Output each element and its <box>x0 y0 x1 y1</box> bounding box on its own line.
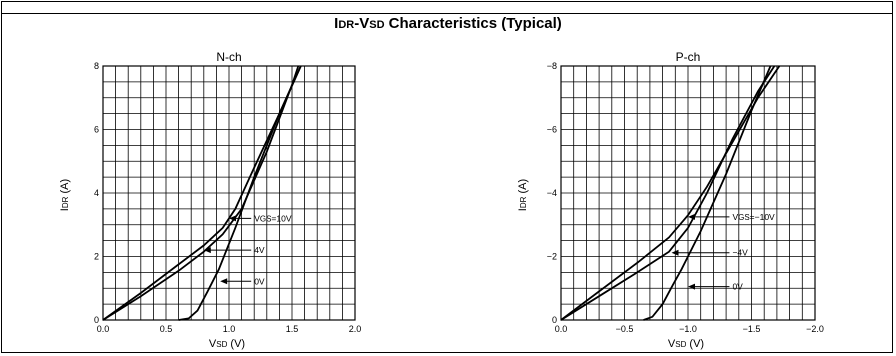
top-rule <box>1 13 893 14</box>
nch-y-axis-label: IDR (A) <box>59 179 71 211</box>
pch-x-axis-label: VSD (V) <box>668 338 704 350</box>
nch-y-axis-label-part-1: DR <box>61 196 70 208</box>
nch-annotation-arrow-2 <box>220 278 228 285</box>
pch-annotation-label-1-part-0: −4V <box>732 248 748 258</box>
title-rest: Characteristics (Typical) <box>384 15 562 32</box>
nch-annotation-label-0-part-0: V <box>254 213 260 223</box>
pch-curve-2 <box>643 65 772 321</box>
nch-y-tick-label-4: 8 <box>94 61 99 71</box>
pch-x-tick-label-3: −1.5 <box>743 324 761 334</box>
pch-annotation-label-2: 0V <box>732 282 743 292</box>
pch-x-axis-label-part-0: V <box>668 338 676 350</box>
nch-annotation-label-2-part-0: 0V <box>254 276 265 286</box>
nch-x-axis-label-part-2: (V) <box>227 338 245 350</box>
pch-x-tick-label-0: 0.0 <box>555 324 568 334</box>
nch-y-axis-label-part-2: (A) <box>59 179 71 197</box>
nch-curve-2 <box>178 65 302 321</box>
nch-x-tick-label-2: 1.0 <box>223 324 236 334</box>
pch-annotation-label-0-part-0: V <box>732 212 738 222</box>
nch-y-tick-label-1: 2 <box>94 252 99 262</box>
nch-annotation-label-1-part-0: 4V <box>254 245 265 255</box>
pch-x-axis-label-part-2: (V) <box>686 338 704 350</box>
nch-annotation-arrow-0 <box>229 215 236 222</box>
pch-annotation-arrow-0 <box>688 213 695 220</box>
nch-x-axis-label-part-1: SD <box>216 340 227 349</box>
nch-y-tick-label-2: 4 <box>94 188 99 198</box>
pch-x-tick-label-1: −0.5 <box>616 324 634 334</box>
nch-y-tick-label-3: 6 <box>94 125 99 135</box>
pch-annotation-label-0-part-1: GS <box>738 213 750 222</box>
pch-chart-title: P-ch <box>676 50 701 64</box>
nch-x-tick-label-1: 0.5 <box>160 324 173 334</box>
pch-annotation-label-1: −4V <box>732 248 748 258</box>
pch-annotation-arrow-2 <box>688 283 695 290</box>
pch-y-axis-label-part-0: I <box>517 208 529 211</box>
nch-x-tick-label-3: 1.5 <box>286 324 299 334</box>
pch-annotation-label-0: VGS=−10V <box>732 212 775 222</box>
pch-y-axis-label-part-1: DR <box>519 196 528 208</box>
pch-y-axis-label-part-2: (A) <box>517 179 529 197</box>
nch-annotation-label-1: 4V <box>254 245 265 255</box>
pch-x-axis-label-part-1: SD <box>675 340 686 349</box>
title-sub-sd: SD <box>369 19 385 31</box>
pch-curve-1 <box>560 65 776 321</box>
pch-annotation-arrow-1 <box>671 249 679 256</box>
pch-y-tick-label-2: −4 <box>547 188 557 198</box>
nch-y-tick-label-0: 0 <box>94 315 99 325</box>
pch-curve-0 <box>560 65 781 321</box>
nch-x-tick-label-0: 0.0 <box>97 324 110 334</box>
nch-curve-1 <box>102 65 300 321</box>
pch-annotation-label-0-part-2: =−10V <box>750 212 775 222</box>
nch-chart-title: N-ch <box>216 50 241 64</box>
nch-y-axis-label-part-0: I <box>59 208 71 211</box>
nch-x-tick-label-4: 2.0 <box>349 324 362 334</box>
nch-annotation-label-2: 0V <box>254 276 265 286</box>
pch-x-tick-label-4: −2.0 <box>806 324 824 334</box>
nch-annotation-label-0-part-1: GS <box>260 214 272 223</box>
nch-annotation-label-0: VGS=10V <box>254 213 292 223</box>
pch-x-tick-label-2: −1.0 <box>679 324 697 334</box>
pch-y-tick-label-1: −2 <box>547 252 557 262</box>
nch-curve-0 <box>102 65 302 321</box>
pch-y-tick-label-3: −6 <box>547 125 557 135</box>
pch-y-tick-label-0: 0 <box>552 315 557 325</box>
title-i: I <box>334 15 339 32</box>
title-sub-dr: DR <box>338 19 355 31</box>
nch-x-axis-label: VSD (V) <box>209 338 245 350</box>
pch-plot-frame <box>560 65 816 321</box>
nch-x-axis-label-part-0: V <box>209 338 217 350</box>
pch-annotation-label-2-part-0: 0V <box>732 282 743 292</box>
figure-title: IDR-VSD Characteristics (Typical) <box>0 15 896 32</box>
pch-y-tick-label-4: −8 <box>547 61 557 71</box>
nch-plot-frame <box>102 65 356 321</box>
pch-y-axis-label: IDR (A) <box>517 179 529 211</box>
title-mid: -V <box>354 15 370 32</box>
nch-annotation-label-0-part-2: =10V <box>271 213 291 223</box>
nch-annotation-arrow-1 <box>203 247 211 254</box>
